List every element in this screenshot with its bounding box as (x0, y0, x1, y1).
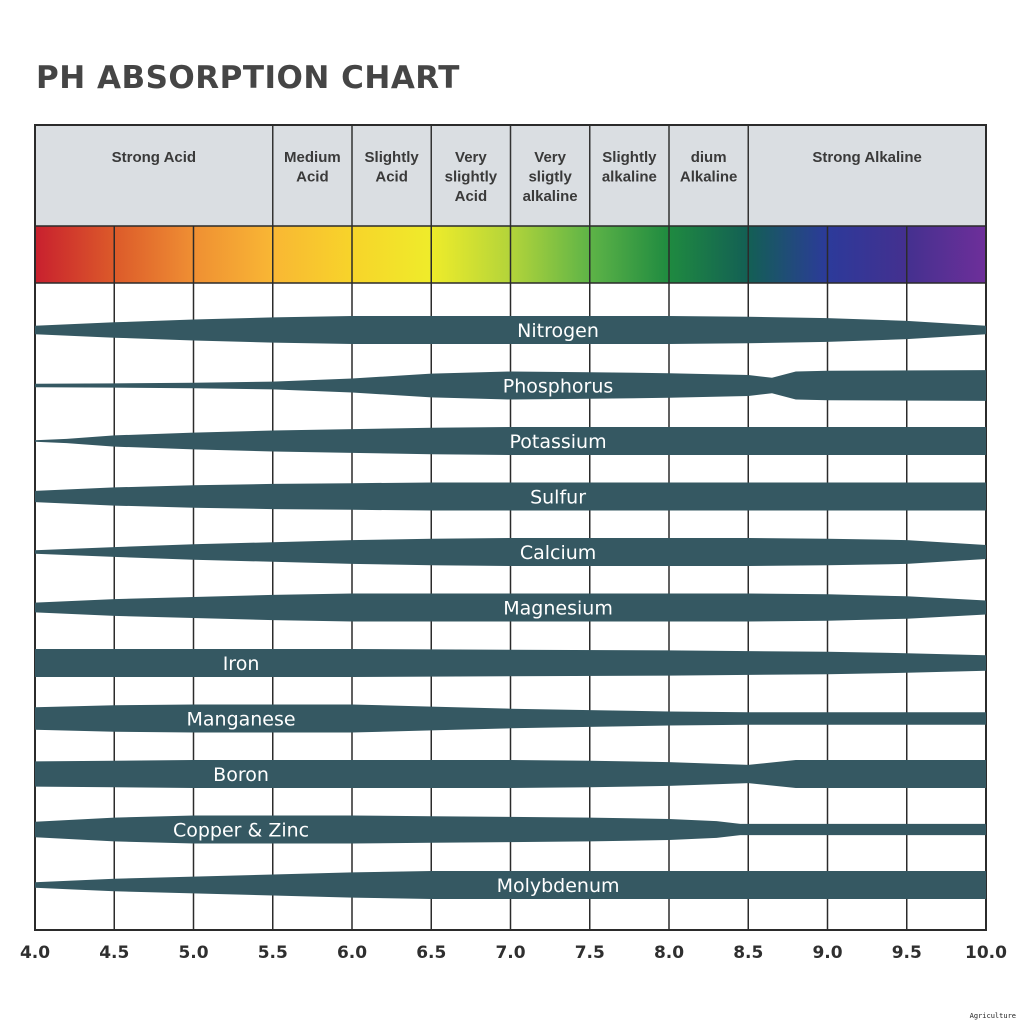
band-label: Calcium (520, 542, 596, 564)
zone-label: Medium Acid (284, 149, 341, 186)
x-tick-label: 6.5 (416, 943, 446, 963)
x-tick-label: 4.5 (99, 943, 129, 963)
nutrient-band-iron: Iron (35, 649, 986, 677)
zone-label: Very sligtly alkaline (523, 149, 578, 205)
nutrient-bands: Nitrogen Phosphorus Potassium Sulfur Calcium… (35, 316, 986, 899)
x-tick-label: 8.0 (654, 943, 684, 963)
band-shape (35, 538, 986, 566)
band-shape (35, 370, 986, 401)
band-label: Nitrogen (517, 320, 599, 342)
nutrient-band-magnesium: Magnesium (35, 593, 986, 622)
x-tick-label: 9.5 (892, 943, 922, 963)
zone-label: Strong Alkaline (812, 149, 921, 166)
nutrient-band-sulfur: Sulfur (35, 482, 986, 511)
zone-label: dium Alkaline (680, 149, 738, 186)
x-tick-label: 9.0 (812, 943, 842, 963)
x-tick-label: 5.5 (258, 943, 288, 963)
nutrient-band-phosphorus: Phosphorus (35, 370, 986, 401)
ph-zone-header: Strong Acid Medium Acid Slightly Acid Very sli… (35, 125, 986, 226)
zone-label: Slightly Acid (365, 149, 420, 186)
nutrient-band-calcium: Calcium (35, 538, 986, 566)
band-label: Molybdenum (497, 875, 620, 897)
x-tick-label: 5.0 (178, 943, 208, 963)
nutrient-band-boron: Boron (35, 760, 986, 788)
band-label: Potassium (509, 431, 606, 453)
band-shape (35, 815, 986, 844)
band-shape (35, 649, 986, 677)
band-shape (35, 427, 986, 455)
x-tick-label: 6.0 (337, 943, 367, 963)
x-tick-label: 4.0 (20, 943, 50, 963)
band-label: Boron (213, 764, 269, 786)
chart-grid (34, 124, 987, 931)
band-shape (35, 316, 986, 344)
x-tick-label: 7.0 (495, 943, 525, 963)
zone-label: Strong Acid (112, 149, 196, 166)
nutrient-band-molybdenum: Molybdenum (35, 871, 986, 899)
band-label: Sulfur (530, 487, 586, 509)
zone-label: Very slightly Acid (445, 149, 498, 205)
band-shape (35, 482, 986, 511)
nutrient-band-potassium: Potassium (35, 427, 986, 455)
footer-tag: Agriculture (969, 1012, 1016, 1020)
band-label: Manganese (186, 709, 295, 731)
band-label: Phosphorus (503, 376, 614, 398)
chart-frame (34, 124, 987, 931)
x-tick-label: 7.5 (575, 943, 605, 963)
band-label: Iron (223, 653, 260, 675)
x-axis-ticks: 4.0 4.5 5.0 5.5 6.0 6.5 7.0 7.5 8.0 8.5 9.0 9.5 10.0 (20, 943, 1007, 963)
nutrient-band-nitrogen: Nitrogen (35, 316, 986, 344)
nutrient-band-manganese: Manganese (35, 704, 986, 733)
chart-title: PH ABSORPTION CHART (36, 60, 460, 96)
band-shape (35, 593, 986, 622)
nutrient-band-copper-zinc: Copper & Zinc (35, 815, 986, 844)
band-label: Copper & Zinc (173, 820, 309, 842)
x-tick-label: 8.5 (733, 943, 763, 963)
band-shape (35, 760, 986, 788)
band-label: Magnesium (503, 598, 613, 620)
zone-label: Slightly alkaline (602, 149, 657, 186)
x-tick-label: 10.0 (965, 943, 1007, 963)
band-shape (35, 871, 986, 899)
band-shape (35, 704, 986, 733)
